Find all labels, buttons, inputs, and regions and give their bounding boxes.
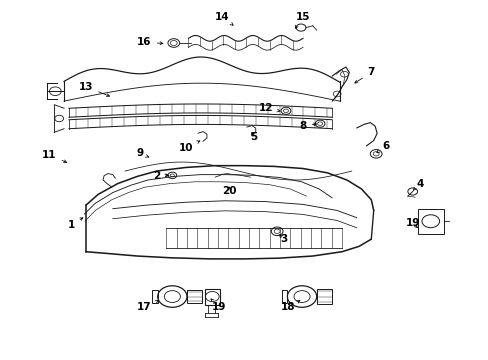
Text: 3: 3 xyxy=(279,234,286,244)
Text: 1: 1 xyxy=(68,218,83,230)
Text: 5: 5 xyxy=(250,132,257,142)
Text: 6: 6 xyxy=(376,141,389,153)
Text: 13: 13 xyxy=(79,82,109,96)
Text: 19: 19 xyxy=(405,218,419,228)
Bar xyxy=(281,290,287,303)
Text: 7: 7 xyxy=(354,67,374,83)
Text: 8: 8 xyxy=(299,121,316,131)
Text: 9: 9 xyxy=(136,148,148,158)
Text: 12: 12 xyxy=(259,103,280,113)
Text: 20: 20 xyxy=(222,186,237,196)
Bar xyxy=(204,289,220,305)
Text: 15: 15 xyxy=(295,12,309,28)
Text: 16: 16 xyxy=(137,37,163,47)
Text: 4: 4 xyxy=(412,179,423,190)
Text: 11: 11 xyxy=(42,150,66,163)
Text: 2: 2 xyxy=(153,171,167,181)
Text: 14: 14 xyxy=(215,12,233,25)
Bar xyxy=(187,291,202,303)
Text: 17: 17 xyxy=(137,301,158,312)
Bar xyxy=(152,290,158,303)
Text: 19: 19 xyxy=(210,299,226,312)
Text: 18: 18 xyxy=(281,301,299,312)
Bar xyxy=(417,209,444,234)
Text: 10: 10 xyxy=(179,141,200,153)
Bar xyxy=(316,289,331,304)
